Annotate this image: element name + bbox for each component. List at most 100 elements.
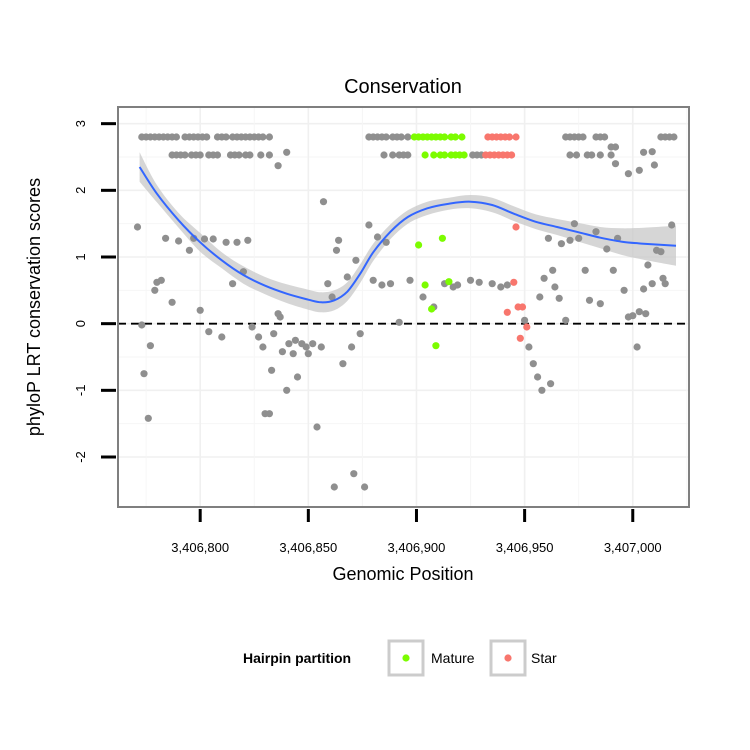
point-other: [566, 236, 574, 244]
point-other: [611, 143, 620, 151]
plot-panel: [118, 107, 689, 507]
point-other: [635, 308, 643, 316]
point-star: [518, 303, 527, 311]
point-other: [309, 340, 317, 348]
y-tick-label: 1: [73, 253, 88, 260]
point-other: [283, 148, 291, 156]
point-other: [575, 234, 583, 242]
point-other: [270, 330, 278, 338]
x-tick-label: 3,406,850: [279, 540, 337, 555]
legend-title: Hairpin partition: [243, 650, 351, 666]
legend-marker-star: [504, 654, 512, 662]
point-other: [488, 280, 496, 288]
y-axis: -2 -1 0 1 2 3: [73, 120, 116, 463]
point-other: [551, 283, 559, 291]
point-other: [389, 151, 397, 159]
point-other: [538, 386, 546, 394]
point-other: [650, 161, 659, 169]
point-other: [138, 321, 146, 329]
y-tick-label: 0: [73, 320, 88, 327]
point-other: [596, 151, 604, 159]
point-other: [454, 281, 462, 289]
legend: Hairpin partition Mature Star: [243, 639, 557, 677]
point-other: [246, 151, 254, 159]
point-other: [607, 151, 615, 159]
point-other: [172, 133, 180, 141]
point-other: [302, 343, 310, 351]
point-other: [265, 151, 273, 159]
smooth-trend-line: [138, 166, 677, 304]
point-other: [218, 333, 226, 341]
point-mature: [432, 342, 440, 350]
point-other: [536, 293, 544, 301]
point-other: [324, 280, 332, 288]
point-other: [203, 133, 211, 141]
point-other: [661, 280, 669, 288]
point-mature: [441, 151, 449, 159]
point-other: [196, 306, 204, 314]
x-tick-label: 3,406,800: [171, 540, 229, 555]
point-mature: [421, 281, 429, 289]
point-other: [291, 336, 299, 344]
point-other: [592, 228, 600, 236]
point-other: [330, 483, 338, 491]
point-mature: [430, 151, 438, 159]
point-mature: [445, 278, 453, 286]
point-other: [547, 380, 555, 388]
point-star: [510, 278, 518, 286]
point-other: [304, 350, 312, 358]
point-star: [512, 223, 520, 231]
point-other: [151, 286, 159, 294]
point-other: [319, 198, 328, 206]
point-other: [640, 285, 648, 293]
point-other: [190, 234, 198, 242]
point-other: [313, 423, 321, 431]
point-other: [162, 234, 170, 242]
point-other: [343, 273, 351, 281]
point-other: [670, 133, 678, 141]
point-other: [503, 281, 511, 289]
point-other: [373, 233, 382, 241]
point-star: [503, 308, 511, 316]
point-other: [328, 293, 336, 301]
point-other: [133, 223, 142, 231]
data-points: [133, 133, 678, 491]
point-other: [566, 151, 574, 159]
point-star: [516, 334, 524, 342]
point-other: [581, 266, 589, 274]
y-tick-label: -2: [73, 451, 88, 463]
point-other: [265, 410, 273, 418]
point-other: [579, 133, 587, 141]
point-other: [497, 283, 505, 291]
point-other: [588, 151, 596, 159]
point-other: [257, 151, 265, 159]
point-other: [350, 470, 358, 478]
point-other: [293, 373, 302, 381]
point-other: [255, 333, 263, 341]
point-star: [508, 151, 516, 159]
point-other: [611, 160, 620, 168]
point-other: [572, 151, 581, 159]
point-other: [529, 360, 537, 368]
point-other: [603, 245, 611, 253]
point-other: [659, 274, 667, 282]
point-other: [557, 240, 566, 248]
point-other: [640, 148, 648, 156]
point-other: [278, 348, 286, 356]
point-other: [259, 343, 267, 351]
point-other: [521, 316, 529, 324]
point-other: [185, 246, 193, 254]
point-other: [365, 221, 373, 229]
point-other: [229, 280, 237, 288]
point-other: [157, 276, 165, 284]
point-other: [648, 148, 656, 156]
x-axis-label: Genomic Position: [332, 564, 473, 584]
point-other: [200, 235, 209, 243]
point-other: [289, 350, 297, 358]
point-other: [205, 328, 213, 336]
point-other: [283, 386, 291, 394]
point-other: [378, 281, 386, 289]
point-other: [356, 330, 364, 338]
legend-label-star: Star: [531, 650, 557, 666]
